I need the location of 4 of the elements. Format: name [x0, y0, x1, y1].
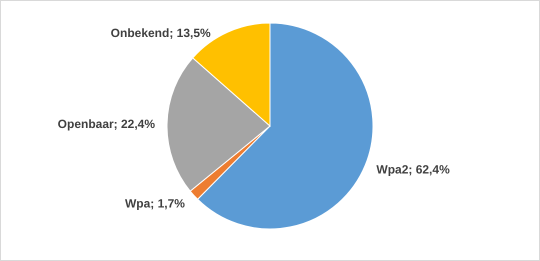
- slice-label: Wpa; 1,7%: [124, 196, 186, 210]
- slice-label: Openbaar; 22,4%: [58, 116, 156, 131]
- slice-label: Onbekend; 13,5%: [110, 26, 212, 40]
- slice-label: Wpa2; 62,4%: [376, 162, 450, 177]
